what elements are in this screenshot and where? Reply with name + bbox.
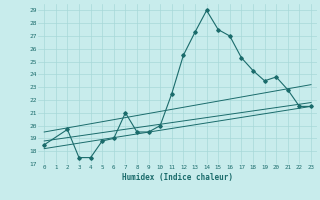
X-axis label: Humidex (Indice chaleur): Humidex (Indice chaleur): [122, 173, 233, 182]
